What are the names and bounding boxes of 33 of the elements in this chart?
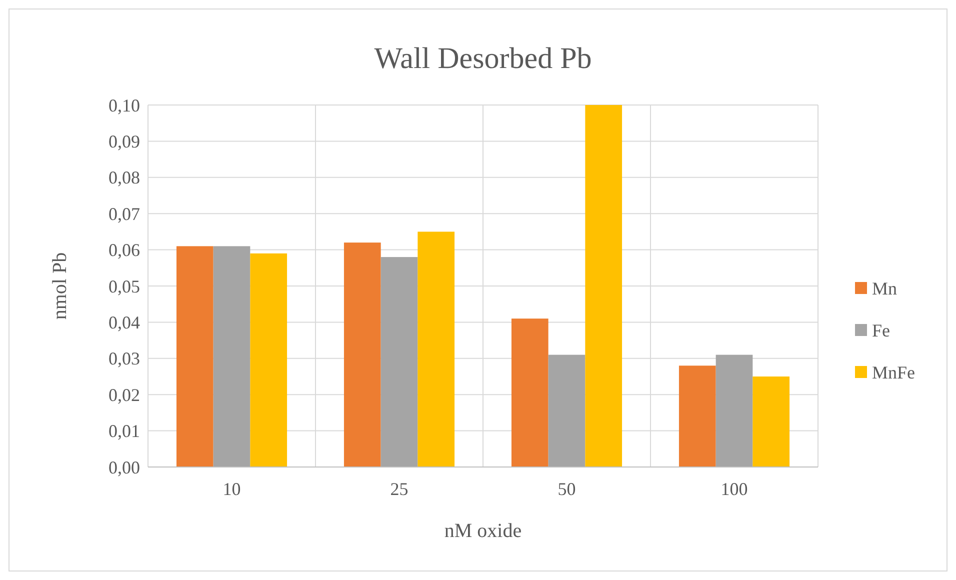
y-tick-label: 0,01 — [108, 421, 140, 442]
legend-label: Fe — [872, 320, 890, 340]
bar — [511, 318, 548, 467]
bar — [585, 105, 622, 467]
chart-title: Wall Desorbed Pb — [374, 42, 592, 75]
y-tick-label: 0,09 — [108, 132, 140, 152]
legend-label: Mn — [872, 278, 898, 298]
bar — [418, 232, 455, 467]
y-tick-label: 0,03 — [108, 348, 140, 369]
y-axis-title: nmol Pb — [49, 252, 71, 320]
y-tick-label: 0,00 — [108, 457, 140, 478]
x-tick-label: 50 — [558, 479, 576, 499]
bar — [548, 354, 586, 467]
bar — [678, 366, 716, 467]
x-tick-label: 10 — [222, 479, 241, 499]
bar — [752, 376, 790, 467]
y-tick-label: 0,05 — [108, 276, 140, 296]
y-tick-label: 0,10 — [108, 95, 140, 116]
bar — [380, 257, 418, 467]
bar — [344, 242, 381, 467]
y-tick-label: 0,06 — [108, 240, 140, 260]
x-tick-label: 25 — [390, 479, 408, 499]
x-tick-label: 100 — [720, 479, 748, 499]
bar — [716, 354, 753, 467]
y-tick-label: 0,04 — [108, 312, 140, 332]
y-tick-label: 0,07 — [108, 204, 140, 224]
bar — [213, 246, 250, 467]
x-axis-title: nM oxide — [444, 520, 522, 542]
y-tick-label: 0,02 — [108, 384, 140, 405]
bar — [250, 253, 288, 467]
bar — [176, 246, 214, 467]
legend-label: MnFe — [872, 362, 916, 382]
y-tick-label: 0,08 — [108, 168, 140, 188]
